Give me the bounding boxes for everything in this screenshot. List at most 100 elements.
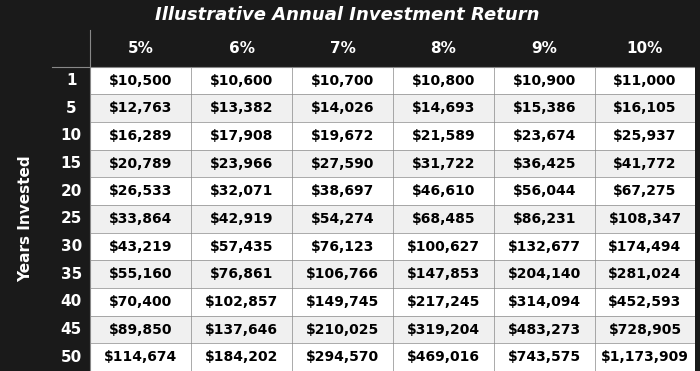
Text: $43,219: $43,219 <box>109 240 173 253</box>
Text: $452,593: $452,593 <box>608 295 682 309</box>
Text: $76,861: $76,861 <box>210 267 273 281</box>
Text: $314,094: $314,094 <box>508 295 581 309</box>
Text: $56,044: $56,044 <box>512 184 576 198</box>
FancyBboxPatch shape <box>52 343 695 371</box>
Text: 7%: 7% <box>330 41 356 56</box>
FancyBboxPatch shape <box>52 122 90 150</box>
Text: $42,919: $42,919 <box>210 212 274 226</box>
Text: $27,590: $27,590 <box>311 157 374 171</box>
Text: $319,204: $319,204 <box>407 322 480 336</box>
Text: $14,693: $14,693 <box>412 101 475 115</box>
Text: $1,173,909: $1,173,909 <box>601 350 689 364</box>
Text: $54,274: $54,274 <box>311 212 374 226</box>
FancyBboxPatch shape <box>52 150 695 177</box>
Text: $147,853: $147,853 <box>407 267 480 281</box>
Text: $32,071: $32,071 <box>210 184 273 198</box>
Text: $16,289: $16,289 <box>109 129 173 143</box>
Text: $114,674: $114,674 <box>104 350 177 364</box>
Text: $102,857: $102,857 <box>205 295 279 309</box>
FancyBboxPatch shape <box>0 0 695 30</box>
Text: $294,570: $294,570 <box>306 350 379 364</box>
Text: 9%: 9% <box>531 41 557 56</box>
Text: $184,202: $184,202 <box>205 350 279 364</box>
Text: 10: 10 <box>61 128 82 144</box>
Text: 45: 45 <box>61 322 82 337</box>
Text: 15: 15 <box>61 156 82 171</box>
Text: $46,610: $46,610 <box>412 184 475 198</box>
FancyBboxPatch shape <box>52 67 90 95</box>
Text: $23,674: $23,674 <box>512 129 576 143</box>
FancyBboxPatch shape <box>0 30 52 371</box>
FancyBboxPatch shape <box>0 30 695 67</box>
FancyBboxPatch shape <box>52 233 695 260</box>
FancyBboxPatch shape <box>52 260 695 288</box>
Text: $149,745: $149,745 <box>306 295 379 309</box>
FancyBboxPatch shape <box>52 288 90 316</box>
Text: $57,435: $57,435 <box>210 240 274 253</box>
FancyBboxPatch shape <box>52 260 90 288</box>
Text: $70,400: $70,400 <box>109 295 172 309</box>
Text: $55,160: $55,160 <box>109 267 173 281</box>
Text: $10,800: $10,800 <box>412 73 475 88</box>
Text: 25: 25 <box>61 211 82 226</box>
Text: $25,937: $25,937 <box>613 129 677 143</box>
Text: $26,533: $26,533 <box>109 184 172 198</box>
Text: $10,900: $10,900 <box>512 73 576 88</box>
Text: $108,347: $108,347 <box>608 212 682 226</box>
Text: $204,140: $204,140 <box>508 267 581 281</box>
Text: 40: 40 <box>61 294 82 309</box>
Text: $68,485: $68,485 <box>412 212 475 226</box>
Text: $89,850: $89,850 <box>109 322 173 336</box>
Text: $33,864: $33,864 <box>109 212 172 226</box>
FancyBboxPatch shape <box>52 177 90 205</box>
Text: Years Invested: Years Invested <box>19 155 34 282</box>
FancyBboxPatch shape <box>52 205 90 233</box>
Text: 35: 35 <box>61 267 82 282</box>
Text: $31,722: $31,722 <box>412 157 475 171</box>
Text: $483,273: $483,273 <box>508 322 581 336</box>
Text: 30: 30 <box>61 239 82 254</box>
Text: 1: 1 <box>66 73 76 88</box>
Text: $10,700: $10,700 <box>311 73 374 88</box>
Text: $41,772: $41,772 <box>613 157 677 171</box>
FancyBboxPatch shape <box>52 288 695 316</box>
Text: 5%: 5% <box>128 41 154 56</box>
Text: $10,600: $10,600 <box>210 73 273 88</box>
Text: 20: 20 <box>61 184 82 199</box>
FancyBboxPatch shape <box>52 150 90 177</box>
Text: $36,425: $36,425 <box>512 157 576 171</box>
Text: $469,016: $469,016 <box>407 350 480 364</box>
FancyBboxPatch shape <box>52 95 695 122</box>
Text: $67,275: $67,275 <box>613 184 677 198</box>
Text: $217,245: $217,245 <box>407 295 480 309</box>
Text: $174,494: $174,494 <box>608 240 682 253</box>
Text: $15,386: $15,386 <box>512 101 576 115</box>
FancyBboxPatch shape <box>52 316 695 343</box>
Text: $137,646: $137,646 <box>205 322 278 336</box>
Text: $10,500: $10,500 <box>109 73 172 88</box>
Text: Illustrative Annual Investment Return: Illustrative Annual Investment Return <box>155 6 540 24</box>
Text: $106,766: $106,766 <box>306 267 379 281</box>
Text: $86,231: $86,231 <box>512 212 576 226</box>
Text: 5: 5 <box>66 101 76 116</box>
FancyBboxPatch shape <box>52 233 90 260</box>
Text: $16,105: $16,105 <box>613 101 677 115</box>
Text: $20,789: $20,789 <box>109 157 172 171</box>
Text: $100,627: $100,627 <box>407 240 480 253</box>
FancyBboxPatch shape <box>52 177 695 205</box>
FancyBboxPatch shape <box>52 343 90 371</box>
FancyBboxPatch shape <box>52 122 695 150</box>
Text: $728,905: $728,905 <box>608 322 682 336</box>
FancyBboxPatch shape <box>52 67 695 95</box>
Text: $21,589: $21,589 <box>412 129 475 143</box>
Text: 8%: 8% <box>430 41 456 56</box>
Text: $19,672: $19,672 <box>311 129 374 143</box>
Text: $11,000: $11,000 <box>613 73 677 88</box>
Text: $17,908: $17,908 <box>210 129 273 143</box>
Text: $14,026: $14,026 <box>311 101 374 115</box>
Text: $210,025: $210,025 <box>306 322 379 336</box>
Text: $12,763: $12,763 <box>109 101 172 115</box>
Text: $38,697: $38,697 <box>311 184 374 198</box>
Text: 6%: 6% <box>229 41 255 56</box>
Text: $281,024: $281,024 <box>608 267 682 281</box>
